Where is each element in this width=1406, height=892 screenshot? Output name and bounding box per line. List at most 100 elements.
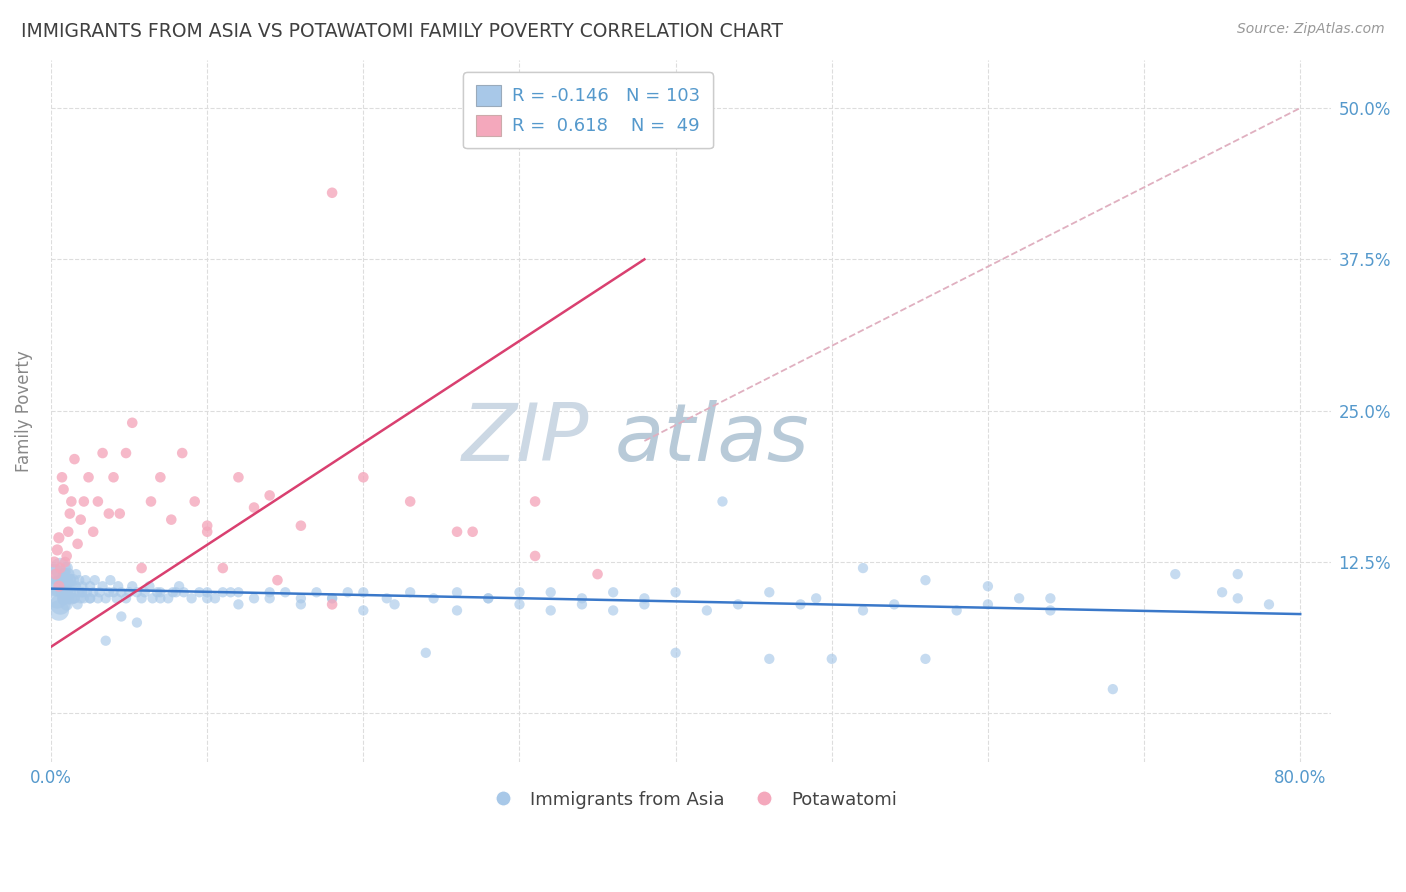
Point (131, 591, 153, 606)
Point (75, 573, 97, 587)
Point (852, 561, 875, 575)
Point (45, 579, 67, 593)
Point (45, 567, 67, 582)
Point (105, 591, 128, 606)
Point (321, 591, 343, 606)
Point (110, 585, 132, 599)
Point (727, 598, 749, 612)
Point (94, 591, 117, 606)
Point (477, 591, 499, 606)
Point (149, 470, 172, 484)
Point (125, 585, 148, 599)
Point (422, 591, 444, 606)
Point (82, 585, 104, 599)
Point (228, 470, 250, 484)
Point (69, 591, 91, 606)
Point (290, 591, 312, 606)
Point (852, 603, 875, 617)
Point (62, 573, 84, 587)
Point (1226, 567, 1249, 582)
Point (160, 513, 183, 527)
Point (59, 573, 82, 587)
Point (508, 598, 530, 612)
Point (758, 585, 780, 599)
Point (352, 585, 374, 599)
Point (243, 500, 266, 515)
Point (665, 646, 688, 660)
Point (173, 585, 195, 599)
Point (125, 615, 148, 630)
Point (55, 585, 77, 599)
Point (121, 579, 143, 593)
Point (211, 585, 233, 599)
Point (352, 470, 374, 484)
Point (149, 585, 172, 599)
Point (446, 603, 468, 617)
Text: Source: ZipAtlas.com: Source: ZipAtlas.com (1237, 22, 1385, 37)
Point (52, 591, 75, 606)
Point (63, 591, 86, 606)
Point (72, 585, 94, 599)
Point (108, 507, 131, 521)
Point (134, 585, 156, 599)
Point (375, 591, 398, 606)
Point (72, 585, 94, 599)
Point (321, 186, 343, 200)
Point (60, 591, 83, 606)
Point (477, 591, 499, 606)
Point (524, 549, 547, 563)
Point (211, 561, 233, 575)
Point (60, 494, 83, 508)
Point (49, 561, 72, 575)
Point (44, 567, 66, 582)
Point (55, 549, 77, 563)
Point (82, 524, 104, 539)
Point (72, 579, 94, 593)
Point (157, 591, 180, 606)
Point (118, 585, 141, 599)
Point (259, 585, 281, 599)
Point (46, 542, 69, 557)
Point (97, 507, 120, 521)
Point (665, 585, 688, 599)
Point (384, 598, 406, 612)
Point (336, 585, 359, 599)
Point (274, 585, 297, 599)
Point (51, 573, 73, 587)
Point (1101, 682, 1123, 697)
Point (977, 598, 1000, 612)
Point (188, 585, 211, 599)
Point (1039, 603, 1062, 617)
Point (76, 585, 98, 599)
Point (67, 585, 90, 599)
Point (51, 585, 73, 599)
Point (59, 573, 82, 587)
Point (399, 585, 422, 599)
Point (977, 579, 1000, 593)
Text: IMMIGRANTS FROM ASIA VS POTAWATOMI FAMILY POVERTY CORRELATION CHART: IMMIGRANTS FROM ASIA VS POTAWATOMI FAMIL… (21, 22, 783, 41)
Point (55, 561, 77, 575)
Point (52, 483, 75, 497)
Point (63, 452, 86, 467)
Point (167, 579, 190, 593)
Point (63, 591, 86, 606)
Point (914, 573, 936, 587)
Point (146, 585, 169, 599)
Point (100, 573, 122, 587)
Point (228, 598, 250, 612)
Point (195, 518, 218, 533)
Point (1039, 591, 1062, 606)
Point (65, 579, 87, 593)
Point (53, 555, 76, 569)
Point (79, 591, 101, 606)
Point (66, 598, 89, 612)
Point (51, 470, 73, 484)
Point (91, 579, 114, 593)
Point (305, 585, 328, 599)
Point (508, 585, 530, 599)
Point (195, 524, 218, 539)
Point (49, 561, 72, 575)
Point (883, 598, 905, 612)
Point (461, 524, 484, 539)
Point (571, 591, 593, 606)
